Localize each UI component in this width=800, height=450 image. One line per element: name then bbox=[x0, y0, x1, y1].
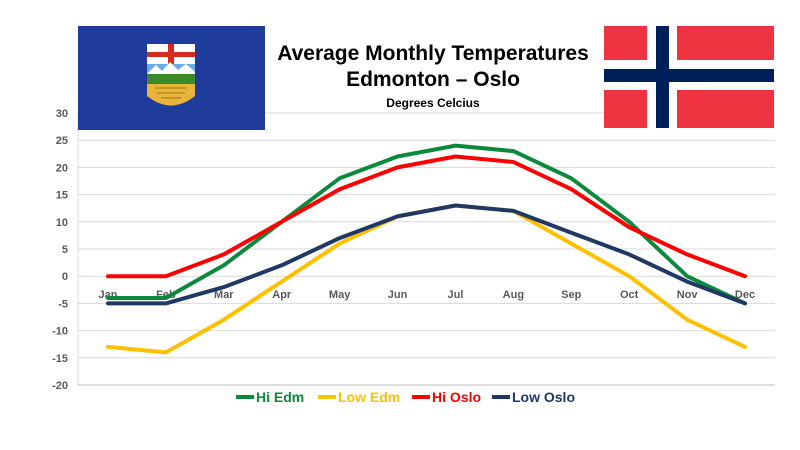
y-tick-label: 15 bbox=[56, 190, 68, 202]
x-tick-label: Sep bbox=[561, 289, 581, 301]
legend: Hi Edm Low Edm Hi Oslo Low Oslo bbox=[236, 389, 575, 405]
y-tick-label: 25 bbox=[56, 135, 68, 147]
alberta-flag-icon bbox=[78, 26, 265, 130]
legend-label-hi-oslo: Hi Oslo bbox=[432, 389, 481, 405]
chart-title-line2: Edmonton – Oslo bbox=[346, 68, 520, 91]
y-tick-label: 0 bbox=[62, 271, 68, 283]
x-tick-label: Jul bbox=[448, 289, 464, 301]
x-tick-label: Jun bbox=[388, 289, 408, 301]
y-tick-label: -10 bbox=[52, 326, 68, 338]
series-lines bbox=[106, 143, 747, 355]
series-line-hi-oslo bbox=[106, 154, 747, 279]
norway-flag-icon bbox=[604, 26, 774, 128]
y-tick-label: 20 bbox=[56, 162, 68, 174]
y-tick-label: 10 bbox=[56, 217, 68, 229]
y-tick-label: -15 bbox=[52, 353, 68, 365]
series-line-low-oslo bbox=[106, 203, 747, 306]
chart-subtitle: Degrees Celcius bbox=[386, 96, 480, 110]
y-tick-label: 5 bbox=[62, 244, 68, 256]
x-tick-label: Oct bbox=[620, 289, 639, 301]
x-tick-label: Nov bbox=[677, 289, 699, 301]
x-tick-label: Apr bbox=[272, 289, 292, 301]
series-line-hi-edm bbox=[106, 143, 747, 306]
y-tick-label: 30 bbox=[56, 108, 68, 120]
x-tick-label: Dec bbox=[735, 289, 755, 301]
x-tick-label: May bbox=[329, 289, 351, 301]
legend-label-hi-edm: Hi Edm bbox=[256, 389, 304, 405]
chart-title: Average Monthly Temperatures bbox=[277, 42, 589, 65]
legend-label-low-edm: Low Edm bbox=[338, 389, 400, 405]
y-tick-label: -20 bbox=[52, 380, 68, 392]
x-tick-label: Aug bbox=[503, 289, 524, 301]
x-tick-label: Mar bbox=[214, 289, 234, 301]
legend-label-low-oslo: Low Oslo bbox=[512, 389, 575, 405]
y-tick-label: -5 bbox=[58, 298, 68, 310]
y-axis-ticks: -20 -15 -10 -5 0 5 10 15 20 25 30 bbox=[52, 108, 68, 392]
